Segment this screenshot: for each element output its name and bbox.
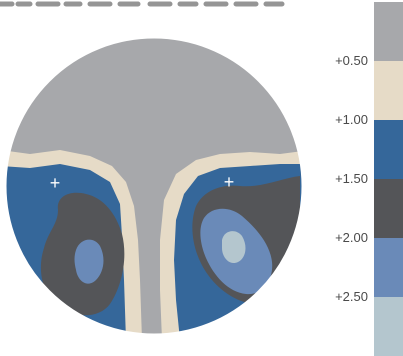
- plus-marker-1: +: [224, 172, 235, 192]
- legend-swatch-2: [374, 120, 403, 180]
- contour-disc: [6, 38, 302, 334]
- legend-swatch-3: [374, 179, 403, 239]
- legend-swatch-5: [374, 297, 403, 356]
- marker-layer: + +: [50, 172, 235, 193]
- legend-label-1: +0.50: [335, 53, 368, 68]
- legend-swatch-1: [374, 61, 403, 121]
- legend-swatch-4: [374, 238, 403, 298]
- zone-level-4: [74, 208, 273, 295]
- disc-outline: [5, 37, 303, 335]
- legend-label-2: +1.00: [335, 112, 368, 127]
- legend-swatch-0: [374, 2, 403, 62]
- legend-label-5: +2.50: [335, 289, 368, 304]
- zone-level-5: [222, 231, 246, 264]
- legend-label-3: +1.50: [335, 171, 368, 186]
- plus-marker-0: +: [50, 173, 61, 193]
- legend: +0.50 +1.00 +1.50 +2.00 +2.50: [335, 2, 403, 356]
- legend-label-4: +2.00: [335, 230, 368, 245]
